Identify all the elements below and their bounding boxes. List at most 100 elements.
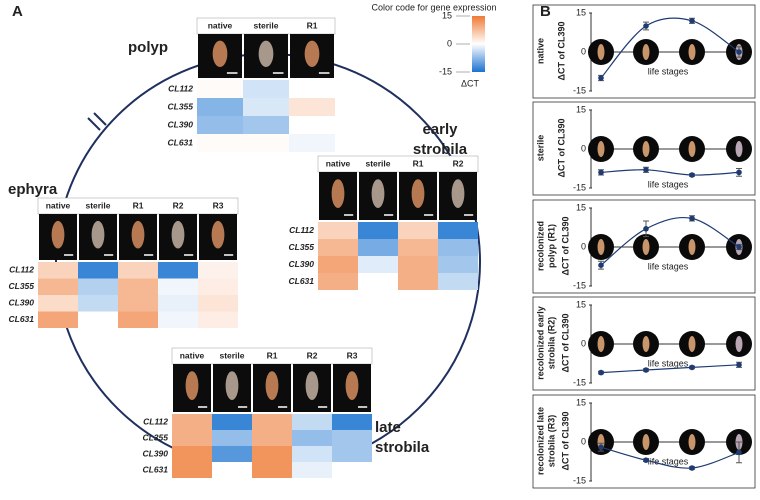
data-point (689, 172, 695, 178)
heatmap-cell (198, 311, 238, 328)
heatmap-cell (398, 239, 438, 256)
row-label: CL355 (288, 242, 314, 252)
row-label: CL631 (142, 464, 168, 474)
stage-title: late (375, 419, 401, 436)
stage-specimen (688, 239, 696, 255)
stage-title: ephyra (8, 181, 58, 198)
colorbar-unit: ΔCT (461, 78, 480, 88)
heatmap-cell (358, 273, 398, 290)
row-label: CL390 (8, 298, 34, 308)
x-axis-label: life stages (648, 358, 689, 368)
data-point (598, 169, 604, 176)
specimen (91, 220, 105, 249)
heatmap-cell (438, 256, 478, 273)
y-tick-label: 0 (581, 143, 586, 153)
fit-line (600, 217, 740, 266)
data-point (736, 169, 742, 176)
stage-specimen (688, 434, 696, 450)
heatmap-cell (158, 278, 198, 295)
y-tick-label: 15 (576, 299, 586, 309)
stage-specimen (597, 44, 605, 60)
row-label: CL631 (8, 314, 34, 324)
fit-line (600, 17, 740, 79)
heatmap-cell (252, 446, 292, 462)
stage-specimen (642, 434, 650, 450)
heatmap-cell (398, 222, 438, 239)
row-label: CL390 (167, 119, 193, 129)
heatmap-cell (197, 98, 243, 116)
row-label: CL355 (142, 432, 168, 442)
chart-title: sterile (535, 135, 545, 162)
stage-title: early (422, 121, 458, 138)
chart-frame (532, 4, 756, 99)
heatmap-cell (38, 311, 78, 328)
specimen (131, 220, 145, 249)
stage-title: polyp (128, 39, 168, 56)
heatmap-cell (243, 116, 289, 134)
heatmap-cell (38, 295, 78, 312)
colorbar (472, 16, 485, 72)
heatmap-cell (118, 311, 158, 328)
chart-frame (532, 101, 756, 196)
specimen (411, 179, 425, 209)
data-point (643, 23, 649, 29)
column-label: native (326, 158, 351, 168)
y-tick-label: -15 (573, 475, 586, 485)
y-axis-label: ΔCT of CL390 (560, 217, 570, 276)
data-point (736, 362, 742, 368)
heatmap-cell (289, 134, 335, 152)
specimen (345, 371, 359, 400)
fit-line (600, 364, 740, 374)
colorbar-title: Color code for gene expression (371, 2, 496, 12)
heatmap-cell (332, 462, 372, 478)
row-label: CL355 (8, 281, 34, 291)
y-tick-label: 0 (581, 241, 586, 251)
heatmap-cell (318, 222, 358, 239)
y-tick-label: 0 (581, 46, 586, 56)
heatmap-cell (198, 278, 238, 295)
heatmap-header-bg (317, 155, 479, 173)
heatmap-cell (172, 446, 212, 462)
column-label: R3 (347, 350, 358, 360)
specimen (171, 220, 185, 249)
specimen (185, 371, 199, 400)
heatmap-cell (212, 446, 252, 462)
heatmap-cell (172, 462, 212, 478)
heatmap-cell (292, 414, 332, 430)
column-label: R1 (133, 200, 144, 210)
heatmap-cell (172, 414, 212, 430)
y-tick-label: 15 (576, 202, 586, 212)
y-axis-label: ΔCT of CL390 (560, 412, 570, 471)
heatmap-cell (78, 278, 118, 295)
chart-frame (532, 296, 756, 391)
y-tick-label: -15 (573, 85, 586, 95)
data-point (643, 167, 649, 173)
x-axis-label: life stages (648, 456, 689, 466)
heatmap-cell (252, 414, 292, 430)
column-label: R2 (307, 350, 318, 360)
chart-frame (532, 394, 756, 489)
fit-line (600, 446, 740, 469)
heatmap-cell (118, 262, 158, 279)
heatmap-cell (243, 98, 289, 116)
heatmap-cell (318, 273, 358, 290)
x-axis-label: life stages (648, 261, 689, 271)
y-tick-label: 0 (581, 436, 586, 446)
chart-title: recolonized early (535, 306, 545, 380)
heatmap-cell (212, 462, 252, 478)
column-label: native (208, 20, 233, 30)
specimen (451, 179, 465, 209)
heatmap-cell (198, 295, 238, 312)
row-label: CL390 (288, 259, 314, 269)
heatmap-cell (158, 295, 198, 312)
heatmap-cell (292, 446, 332, 462)
data-point (643, 226, 649, 232)
row-label: CL355 (167, 101, 193, 111)
data-point (736, 49, 742, 55)
column-label: sterile (365, 158, 390, 168)
heatmap-cell (243, 80, 289, 98)
fit-line (600, 169, 740, 176)
data-point (689, 465, 695, 471)
stage-title: strobila (413, 141, 468, 158)
heatmap-cell (398, 256, 438, 273)
